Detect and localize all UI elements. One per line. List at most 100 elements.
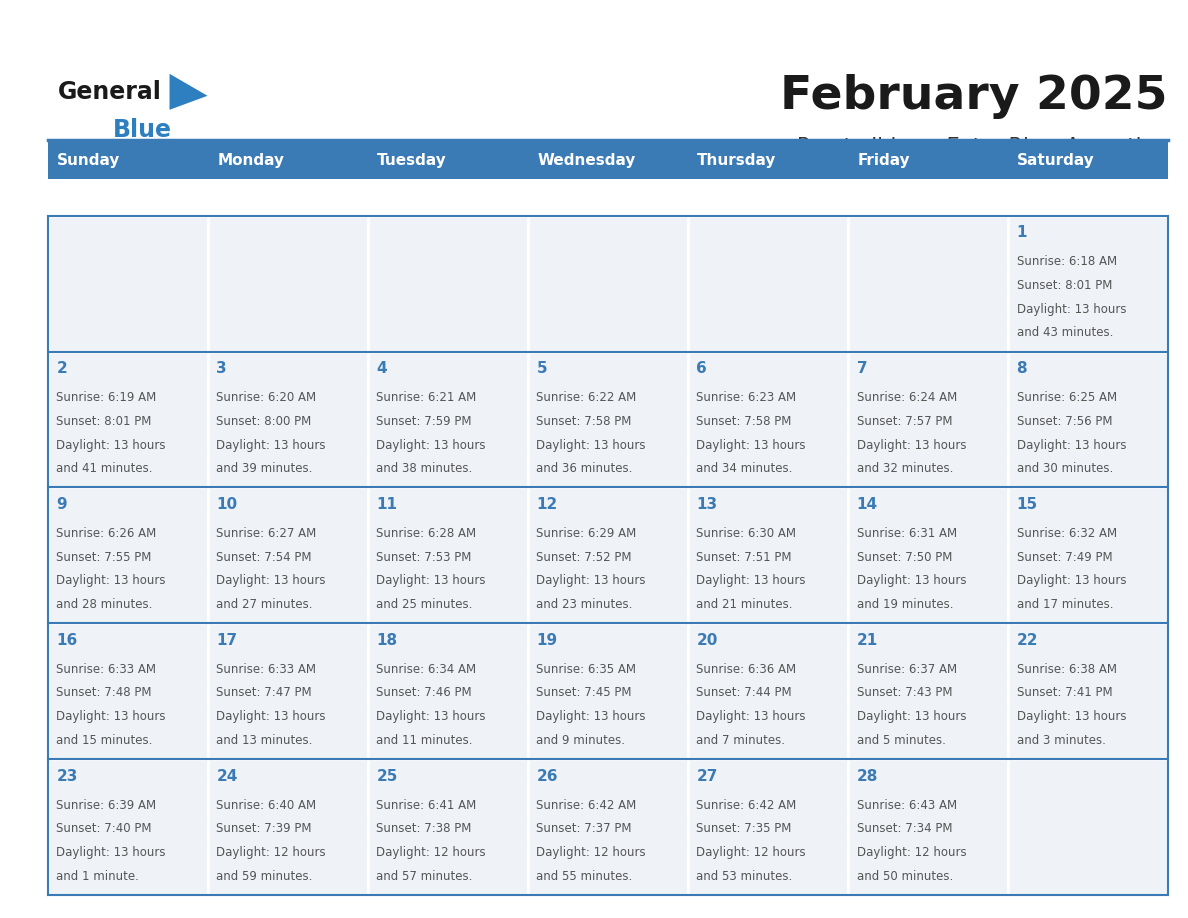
Text: Sunset: 7:41 PM: Sunset: 7:41 PM <box>1017 687 1112 700</box>
Text: Daylight: 13 hours: Daylight: 13 hours <box>56 711 166 723</box>
Text: Sunrise: 6:38 AM: Sunrise: 6:38 AM <box>1017 663 1117 676</box>
Text: and 3 minutes.: and 3 minutes. <box>1017 734 1106 747</box>
Text: and 53 minutes.: and 53 minutes. <box>696 870 792 883</box>
Text: Sunrise: 6:20 AM: Sunrise: 6:20 AM <box>216 391 316 404</box>
Text: and 57 minutes.: and 57 minutes. <box>377 870 473 883</box>
Text: Sunrise: 6:34 AM: Sunrise: 6:34 AM <box>377 663 476 676</box>
Text: 15: 15 <box>1017 497 1037 512</box>
Text: Sunset: 7:45 PM: Sunset: 7:45 PM <box>537 687 632 700</box>
Bar <box>688 487 848 623</box>
Text: 19: 19 <box>537 633 557 648</box>
Text: Sunset: 7:49 PM: Sunset: 7:49 PM <box>1017 551 1112 564</box>
Bar <box>1007 216 1168 352</box>
Text: Sunset: 8:00 PM: Sunset: 8:00 PM <box>216 415 311 428</box>
Bar <box>208 487 367 623</box>
Text: Sunrise: 6:23 AM: Sunrise: 6:23 AM <box>696 391 797 404</box>
Text: 12: 12 <box>537 497 557 512</box>
Text: Sunrise: 6:28 AM: Sunrise: 6:28 AM <box>377 527 476 540</box>
Bar <box>48 623 208 759</box>
Text: Sunrise: 6:30 AM: Sunrise: 6:30 AM <box>696 527 796 540</box>
Text: Daylight: 13 hours: Daylight: 13 hours <box>56 439 166 452</box>
Bar <box>688 142 848 179</box>
Text: Daylight: 13 hours: Daylight: 13 hours <box>216 439 326 452</box>
Text: Sunset: 7:55 PM: Sunset: 7:55 PM <box>56 551 152 564</box>
Bar <box>48 487 208 623</box>
Text: Sunrise: 6:37 AM: Sunrise: 6:37 AM <box>857 663 956 676</box>
Text: 2: 2 <box>56 361 67 376</box>
Bar <box>848 142 1007 179</box>
Text: Sunrise: 6:22 AM: Sunrise: 6:22 AM <box>537 391 637 404</box>
Text: Daylight: 13 hours: Daylight: 13 hours <box>216 575 326 588</box>
Text: and 50 minutes.: and 50 minutes. <box>857 870 953 883</box>
Text: Daylight: 13 hours: Daylight: 13 hours <box>56 575 166 588</box>
Text: Sunrise: 6:36 AM: Sunrise: 6:36 AM <box>696 663 797 676</box>
Text: Sunset: 7:52 PM: Sunset: 7:52 PM <box>537 551 632 564</box>
Bar <box>848 352 1007 487</box>
Bar <box>527 759 688 895</box>
Text: Daylight: 13 hours: Daylight: 13 hours <box>537 575 646 588</box>
Text: General: General <box>57 80 162 104</box>
Text: and 17 minutes.: and 17 minutes. <box>1017 599 1113 611</box>
Bar <box>688 352 848 487</box>
Bar <box>208 142 367 179</box>
Text: Puerto Ibicuy, Entre Rios, Argentina: Puerto Ibicuy, Entre Rios, Argentina <box>797 137 1168 157</box>
Text: Sunset: 7:39 PM: Sunset: 7:39 PM <box>216 823 312 835</box>
Text: and 23 minutes.: and 23 minutes. <box>537 599 633 611</box>
Text: and 32 minutes.: and 32 minutes. <box>857 463 953 476</box>
Text: and 19 minutes.: and 19 minutes. <box>857 599 953 611</box>
Bar <box>848 216 1007 352</box>
Bar <box>48 352 208 487</box>
Text: Sunrise: 6:42 AM: Sunrise: 6:42 AM <box>537 799 637 812</box>
Text: Daylight: 13 hours: Daylight: 13 hours <box>537 711 646 723</box>
Text: Monday: Monday <box>217 153 284 168</box>
Text: Sunset: 7:34 PM: Sunset: 7:34 PM <box>857 823 952 835</box>
Text: Sunset: 7:43 PM: Sunset: 7:43 PM <box>857 687 952 700</box>
Bar <box>367 216 527 352</box>
Text: Sunrise: 6:32 AM: Sunrise: 6:32 AM <box>1017 527 1117 540</box>
Text: Daylight: 13 hours: Daylight: 13 hours <box>1017 711 1126 723</box>
Text: 9: 9 <box>56 497 67 512</box>
Bar <box>208 623 367 759</box>
Text: Sunset: 8:01 PM: Sunset: 8:01 PM <box>1017 279 1112 292</box>
Text: Daylight: 13 hours: Daylight: 13 hours <box>1017 303 1126 316</box>
Text: Sunday: Sunday <box>57 153 120 168</box>
Text: Daylight: 13 hours: Daylight: 13 hours <box>857 439 966 452</box>
Text: 24: 24 <box>216 768 238 784</box>
Bar <box>1007 352 1168 487</box>
Bar <box>848 487 1007 623</box>
Text: and 38 minutes.: and 38 minutes. <box>377 463 473 476</box>
Text: and 21 minutes.: and 21 minutes. <box>696 599 792 611</box>
Text: Sunset: 7:44 PM: Sunset: 7:44 PM <box>696 687 792 700</box>
Text: Sunset: 7:54 PM: Sunset: 7:54 PM <box>216 551 312 564</box>
Text: Sunset: 7:47 PM: Sunset: 7:47 PM <box>216 687 312 700</box>
Text: and 43 minutes.: and 43 minutes. <box>1017 327 1113 340</box>
Text: and 7 minutes.: and 7 minutes. <box>696 734 785 747</box>
Text: Sunrise: 6:27 AM: Sunrise: 6:27 AM <box>216 527 317 540</box>
Text: Sunset: 7:58 PM: Sunset: 7:58 PM <box>696 415 792 428</box>
Text: 28: 28 <box>857 768 878 784</box>
Text: Daylight: 12 hours: Daylight: 12 hours <box>537 846 646 859</box>
Text: Wednesday: Wednesday <box>537 153 636 168</box>
Text: and 27 minutes.: and 27 minutes. <box>216 599 312 611</box>
Text: and 36 minutes.: and 36 minutes. <box>537 463 633 476</box>
Text: 27: 27 <box>696 768 718 784</box>
Text: Friday: Friday <box>858 153 910 168</box>
Text: Sunrise: 6:39 AM: Sunrise: 6:39 AM <box>56 799 157 812</box>
Text: 4: 4 <box>377 361 387 376</box>
Text: Sunrise: 6:18 AM: Sunrise: 6:18 AM <box>1017 255 1117 268</box>
Text: 6: 6 <box>696 361 707 376</box>
Text: Daylight: 13 hours: Daylight: 13 hours <box>696 575 805 588</box>
Text: Sunset: 7:48 PM: Sunset: 7:48 PM <box>56 687 152 700</box>
Text: and 41 minutes.: and 41 minutes. <box>56 463 153 476</box>
Text: Daylight: 13 hours: Daylight: 13 hours <box>537 439 646 452</box>
Bar <box>208 352 367 487</box>
Text: Sunrise: 6:24 AM: Sunrise: 6:24 AM <box>857 391 956 404</box>
Text: 20: 20 <box>696 633 718 648</box>
Text: Daylight: 13 hours: Daylight: 13 hours <box>377 575 486 588</box>
Bar <box>1007 487 1168 623</box>
Text: Sunset: 7:57 PM: Sunset: 7:57 PM <box>857 415 952 428</box>
Bar <box>367 142 527 179</box>
Text: Sunrise: 6:33 AM: Sunrise: 6:33 AM <box>56 663 157 676</box>
Text: Daylight: 12 hours: Daylight: 12 hours <box>857 846 966 859</box>
Text: Sunrise: 6:29 AM: Sunrise: 6:29 AM <box>537 527 637 540</box>
